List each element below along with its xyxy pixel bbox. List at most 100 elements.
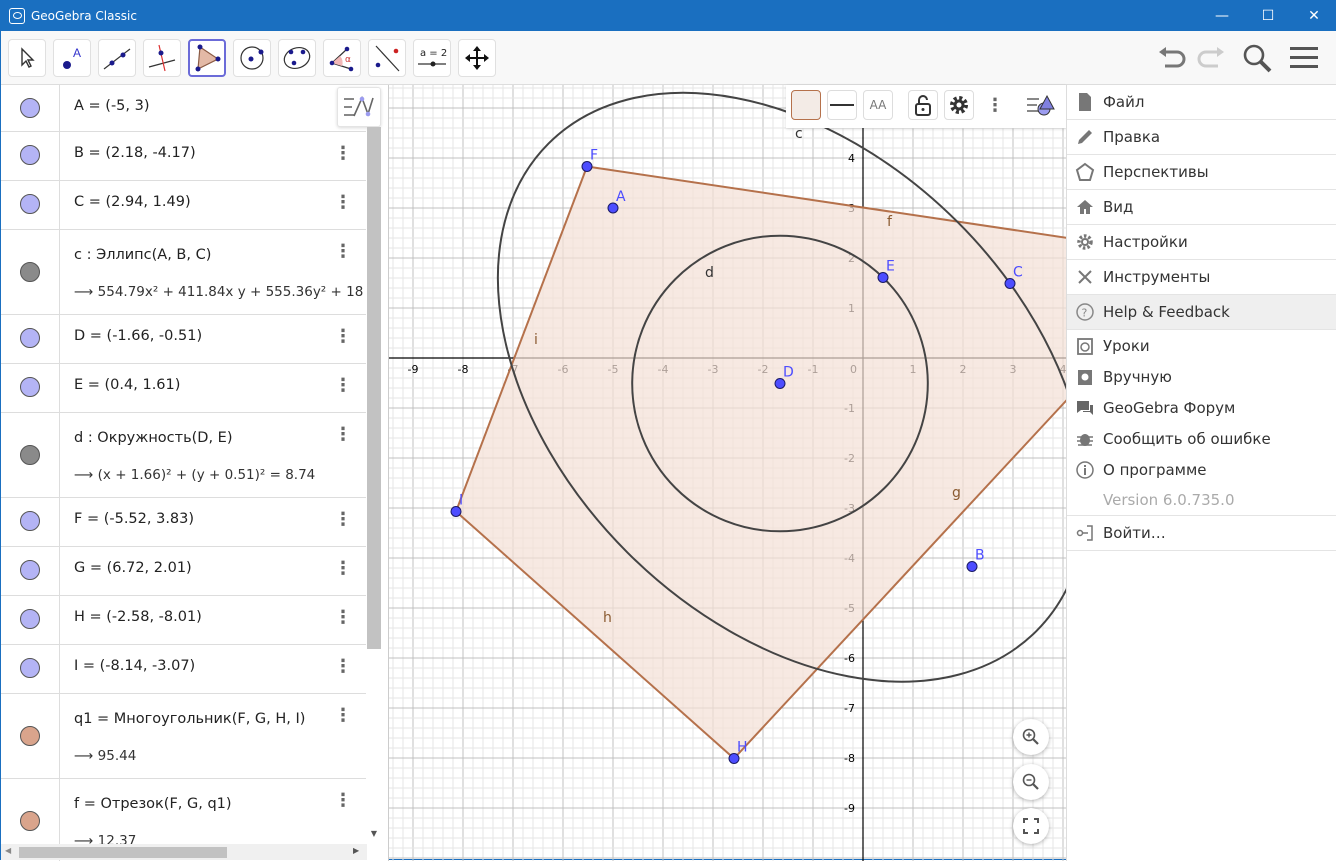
algebra-definition[interactable]: E = (0.4, 1.61) bbox=[74, 377, 181, 393]
algebra-definition[interactable]: H = (-2.58, -8.01) bbox=[74, 609, 202, 625]
visibility-toggle[interactable] bbox=[20, 658, 40, 678]
tool-slider[interactable]: a = 2 bbox=[413, 39, 451, 77]
menu-item[interactable]: Правка bbox=[1067, 120, 1336, 155]
algebra-row[interactable]: q1 = Многоугольник(F, G, H, I) ⟶ 95.44 ⋮ bbox=[1, 694, 366, 779]
visibility-toggle[interactable] bbox=[20, 328, 40, 348]
zoom-out-button[interactable] bbox=[1013, 764, 1049, 800]
row-menu-button[interactable]: ⋮ bbox=[334, 242, 352, 262]
menu-item[interactable]: Уроки bbox=[1067, 330, 1336, 361]
row-menu-button[interactable]: ⋮ bbox=[334, 706, 352, 726]
graphics-view[interactable]: -9-8-7-6-5-4-3-2-112344321-1-2-3-4-5-6-7… bbox=[389, 85, 1066, 861]
tool-line[interactable] bbox=[98, 39, 136, 77]
visibility-toggle[interactable] bbox=[20, 560, 40, 580]
algebra-row[interactable]: C = (2.94, 1.49) ⋮ bbox=[1, 181, 366, 230]
menu-item[interactable]: Сообщить об ошибке bbox=[1067, 423, 1336, 454]
menu-item[interactable]: GeoGebra Форум bbox=[1067, 392, 1336, 423]
lock-button[interactable] bbox=[908, 90, 938, 120]
algebra-row[interactable]: H = (-2.58, -8.01) ⋮ bbox=[1, 596, 366, 645]
visibility-toggle[interactable] bbox=[20, 194, 40, 214]
visibility-toggle[interactable] bbox=[20, 511, 40, 531]
algebra-definition[interactable]: F = (-5.52, 3.83) bbox=[74, 511, 195, 527]
search-button[interactable] bbox=[1240, 41, 1274, 75]
row-menu-button[interactable]: ⋮ bbox=[334, 657, 352, 677]
row-menu-button[interactable]: ⋮ bbox=[334, 791, 352, 811]
color-button[interactable] bbox=[791, 90, 821, 120]
algebra-definition[interactable]: f = Отрезок(F, G, q1) bbox=[74, 796, 232, 812]
more-button[interactable]: ⋮ bbox=[980, 90, 1010, 120]
algebra-vertical-scrollbar[interactable] bbox=[367, 127, 381, 649]
algebra-row[interactable]: B = (2.18, -4.17) ⋮ bbox=[1, 132, 366, 181]
tool-angle[interactable]: α bbox=[323, 39, 361, 77]
menu-item[interactable]: Инструменты bbox=[1067, 260, 1336, 295]
zoom-in-button[interactable] bbox=[1013, 719, 1049, 755]
scroll-right-arrow-icon[interactable]: ▶ bbox=[353, 846, 360, 855]
minimize-button[interactable]: — bbox=[1215, 8, 1229, 24]
visibility-toggle[interactable] bbox=[20, 98, 40, 118]
tool-perpendicular[interactable] bbox=[143, 39, 181, 77]
algebra-definition[interactable]: D = (-1.66, -0.51) bbox=[74, 328, 203, 344]
main-menu-button[interactable] bbox=[1287, 41, 1321, 75]
visibility-toggle[interactable] bbox=[20, 145, 40, 165]
algebra-definition[interactable]: G = (6.72, 2.01) bbox=[74, 560, 192, 576]
row-menu-button[interactable]: ⋮ bbox=[334, 608, 352, 628]
tool-move[interactable] bbox=[8, 39, 46, 77]
settings-button[interactable] bbox=[944, 90, 974, 120]
graphics-toggle-button[interactable] bbox=[1026, 90, 1056, 120]
tool-move-graphics[interactable] bbox=[458, 39, 496, 77]
label-style-button[interactable]: AA bbox=[863, 90, 893, 120]
algebra-definition[interactable]: I = (-8.14, -3.07) bbox=[74, 658, 196, 674]
algebra-definition[interactable]: C = (2.94, 1.49) bbox=[74, 194, 191, 210]
tool-polygon[interactable] bbox=[188, 39, 226, 77]
undo-button[interactable] bbox=[1156, 41, 1190, 75]
visibility-toggle[interactable] bbox=[20, 445, 40, 465]
menu-item[interactable]: Вид bbox=[1067, 190, 1336, 225]
menu-item[interactable]: О программе bbox=[1067, 454, 1336, 485]
algebra-definition[interactable]: q1 = Многоугольник(F, G, H, I) bbox=[74, 711, 306, 727]
close-button[interactable]: ✕ bbox=[1308, 8, 1320, 24]
visibility-toggle[interactable] bbox=[20, 726, 40, 746]
row-menu-button[interactable]: ⋮ bbox=[334, 193, 352, 213]
menu-item[interactable]: Войти… bbox=[1067, 516, 1336, 551]
algebra-style-toggle[interactable] bbox=[337, 87, 381, 127]
row-menu-button[interactable]: ⋮ bbox=[334, 559, 352, 579]
fullscreen-button[interactable] bbox=[1013, 808, 1049, 844]
algebra-definition[interactable]: A = (-5, 3) bbox=[74, 98, 150, 114]
tool-reflect[interactable] bbox=[368, 39, 406, 77]
algebra-row[interactable]: c : Эллипс(A, B, C) ⟶ 554.79x² + 411.84x… bbox=[1, 230, 366, 315]
menu-item[interactable]: Вручную bbox=[1067, 361, 1336, 392]
menu-item[interactable]: ? Help & Feedback bbox=[1067, 295, 1336, 330]
tool-ellipse[interactable] bbox=[278, 39, 316, 77]
redo-button[interactable] bbox=[1193, 41, 1227, 75]
algebra-row[interactable]: G = (6.72, 2.01) ⋮ bbox=[1, 547, 366, 596]
algebra-row[interactable]: I = (-8.14, -3.07) ⋮ bbox=[1, 645, 366, 694]
graphics-canvas[interactable]: -9-8-7-6-5-4-3-2-112344321-1-2-3-4-5-6-7… bbox=[389, 85, 1066, 861]
row-menu-button[interactable]: ⋮ bbox=[334, 376, 352, 396]
row-menu-button[interactable]: ⋮ bbox=[334, 144, 352, 164]
menu-item[interactable]: Файл bbox=[1067, 85, 1336, 120]
tool-point[interactable]: A bbox=[53, 39, 91, 77]
line-style-button[interactable] bbox=[827, 90, 857, 120]
algebra-row[interactable]: F = (-5.52, 3.83) ⋮ bbox=[1, 498, 366, 547]
menu-item[interactable]: Перспективы bbox=[1067, 155, 1336, 190]
visibility-toggle[interactable] bbox=[20, 609, 40, 629]
visibility-toggle[interactable] bbox=[20, 377, 40, 397]
visibility-toggle[interactable] bbox=[20, 262, 40, 282]
row-menu-button[interactable]: ⋮ bbox=[334, 425, 352, 445]
algebra-row[interactable]: D = (-1.66, -0.51) ⋮ bbox=[1, 315, 366, 364]
algebra-definition[interactable]: d : Окружность(D, E) bbox=[74, 430, 233, 446]
algebra-definition[interactable]: B = (2.18, -4.17) bbox=[74, 145, 196, 161]
scroll-down-arrow-icon[interactable]: ▼ bbox=[370, 829, 378, 838]
algebra-row[interactable]: A = (-5, 3) bbox=[1, 85, 366, 132]
algebra-row[interactable]: d : Окружность(D, E) ⟶ (x + 1.66)² + (y … bbox=[1, 413, 366, 498]
algebra-horizontal-scrollbar[interactable] bbox=[19, 847, 227, 858]
algebra-row[interactable]: E = (0.4, 1.61) ⋮ bbox=[1, 364, 366, 413]
menu-item[interactable]: Настройки bbox=[1067, 225, 1336, 260]
scroll-left-arrow-icon[interactable]: ◀ bbox=[5, 846, 12, 855]
algebra-definition[interactable]: c : Эллипс(A, B, C) bbox=[74, 247, 212, 263]
maximize-button[interactable]: ☐ bbox=[1261, 8, 1275, 24]
row-menu-button[interactable]: ⋮ bbox=[334, 510, 352, 530]
tool-circle[interactable] bbox=[233, 39, 271, 77]
visibility-toggle[interactable] bbox=[20, 811, 40, 831]
point-label: I bbox=[459, 493, 463, 509]
row-menu-button[interactable]: ⋮ bbox=[334, 327, 352, 347]
